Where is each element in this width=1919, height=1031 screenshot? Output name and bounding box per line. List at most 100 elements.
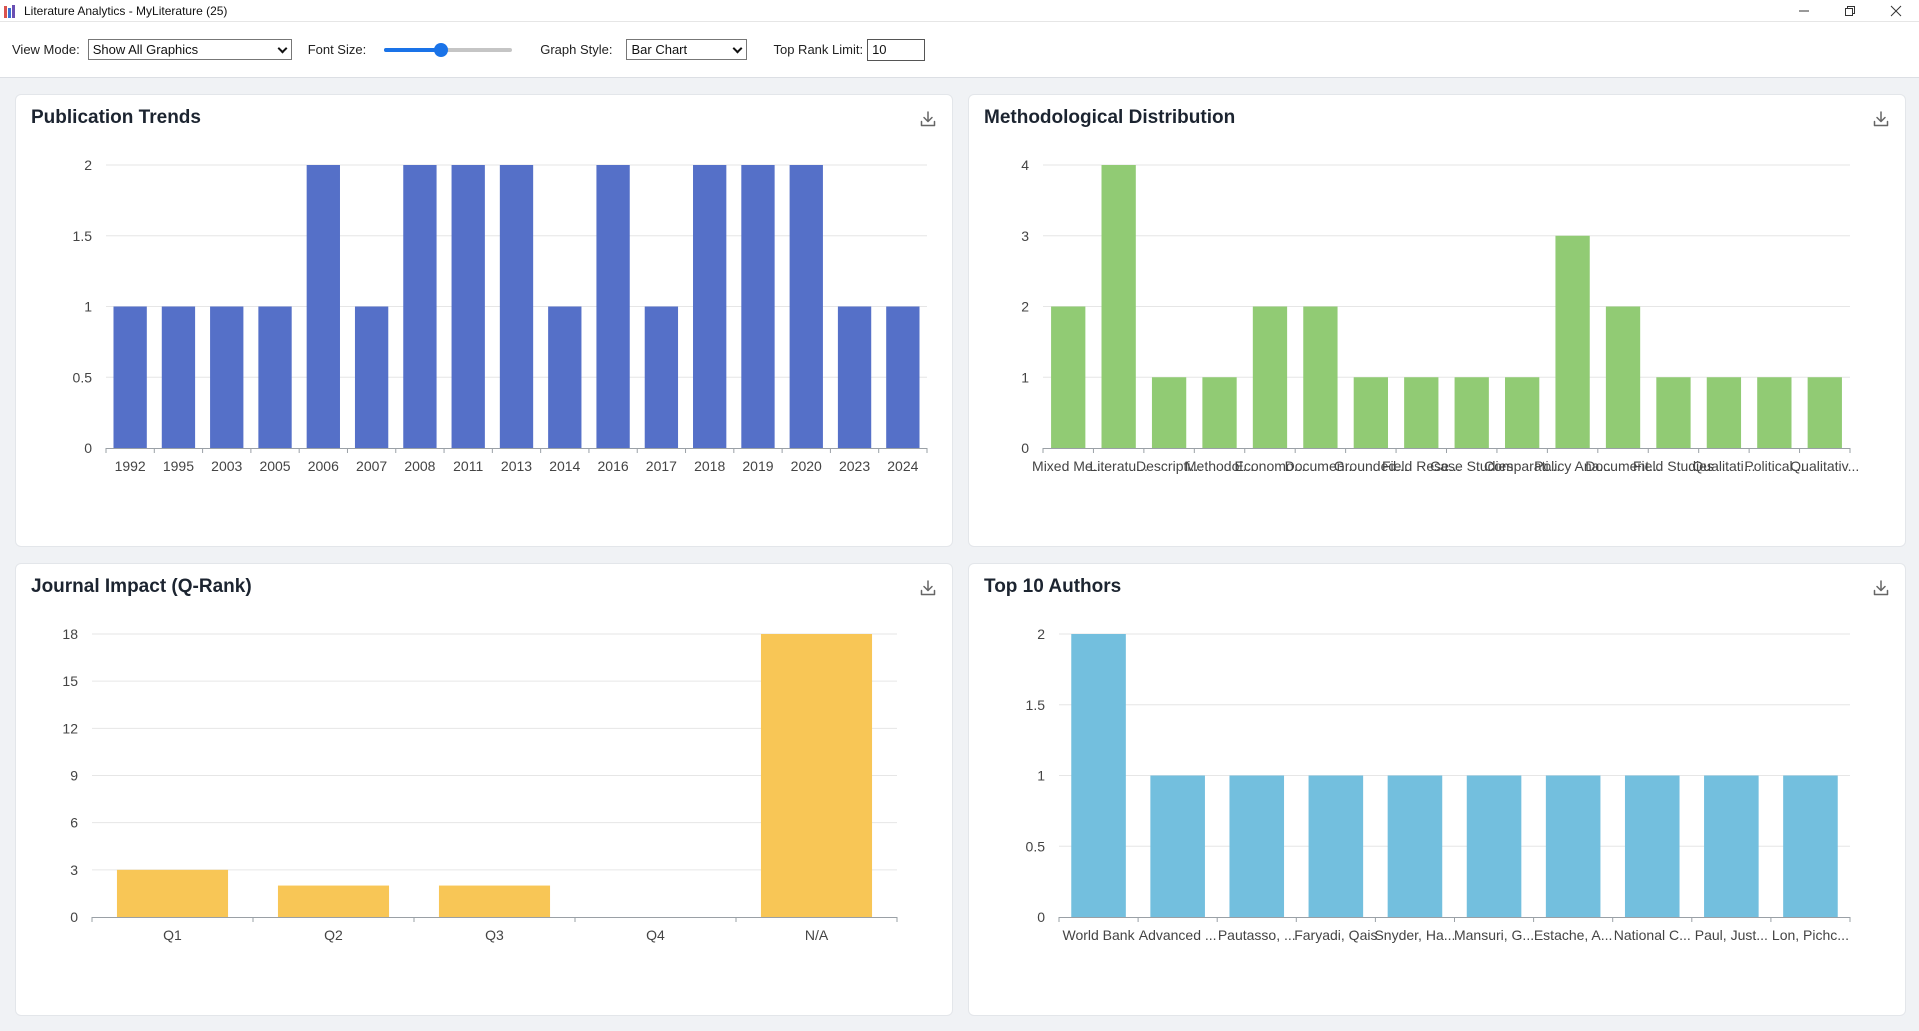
journal-impact-chart: 0 3 6 9 12 15 18 Q1 Q2 Q3 Q4 N/A xyxy=(62,626,898,943)
x-tick-label: 2019 xyxy=(742,458,773,474)
bar[interactable] xyxy=(1783,775,1838,918)
bar[interactable] xyxy=(210,306,244,449)
toolbar: View Mode: Show All Graphics Font Size: … xyxy=(0,22,1919,78)
methodological-distribution-chart: 0 1 2 3 4 Mixed Me...Literatu...Descripti...M… xyxy=(1021,157,1859,474)
x-tick-label: Qualitati... xyxy=(1692,458,1755,474)
x-tick-label: Case Studies xyxy=(1430,458,1513,474)
bar[interactable] xyxy=(499,165,534,448)
x-tick-label: Mansuri, G... xyxy=(1454,927,1534,943)
bar[interactable] xyxy=(1071,634,1126,917)
bar[interactable] xyxy=(644,306,679,449)
card-title: Publication Trends xyxy=(31,107,201,128)
bar[interactable] xyxy=(1757,377,1792,448)
bar[interactable] xyxy=(1303,306,1338,449)
x-tick-label: Advanced ... xyxy=(1139,927,1217,943)
bar[interactable] xyxy=(1545,775,1601,918)
slider-thumb[interactable] xyxy=(433,42,448,57)
bar[interactable] xyxy=(116,869,229,917)
window-controls xyxy=(1781,0,1919,22)
graph-style-select[interactable]: Bar Chart xyxy=(626,39,748,60)
bar[interactable] xyxy=(113,306,147,449)
bar[interactable] xyxy=(789,165,823,448)
top-rank-input[interactable]: 10 xyxy=(867,38,926,61)
bar[interactable] xyxy=(1404,377,1439,448)
close-button[interactable] xyxy=(1873,0,1919,22)
minimize-icon xyxy=(1799,10,1809,11)
y-tick-label: 9 xyxy=(70,768,78,784)
bar[interactable] xyxy=(1624,775,1680,918)
bar[interactable] xyxy=(1704,775,1759,918)
bar[interactable] xyxy=(403,165,437,448)
bar[interactable] xyxy=(1101,165,1136,448)
slider-fill xyxy=(384,47,441,52)
x-tick-label: 2017 xyxy=(646,458,677,474)
bar[interactable] xyxy=(258,306,292,449)
bar[interactable] xyxy=(1308,775,1364,918)
y-tick-label: 1.5 xyxy=(73,228,93,244)
bar[interactable] xyxy=(1150,775,1205,918)
bar[interactable] xyxy=(161,306,196,449)
bar[interactable] xyxy=(1051,306,1086,449)
bar[interactable] xyxy=(1454,377,1489,448)
restore-button[interactable] xyxy=(1827,0,1873,22)
x-tick-label: Field Rese... xyxy=(1382,458,1461,474)
bar[interactable] xyxy=(1252,306,1288,449)
y-tick-label: 2 xyxy=(84,157,92,173)
bar[interactable] xyxy=(1505,377,1540,448)
bar[interactable] xyxy=(760,634,873,917)
bar[interactable] xyxy=(1151,377,1187,448)
x-tick-label: Economo... xyxy=(1235,458,1306,474)
x-tick-label: Comparati... xyxy=(1484,458,1560,474)
publication-trends-card: 0 0.5 1 1.5 2 1992 1995 2003 2005 2006 2007 2008 201… xyxy=(15,94,953,547)
bar[interactable] xyxy=(741,165,775,448)
x-tick-label: 2006 xyxy=(308,458,339,474)
x-tick-label: Q4 xyxy=(646,927,665,943)
y-tick-label: 1.5 xyxy=(1026,697,1046,713)
font-size-slider[interactable] xyxy=(384,40,513,60)
bar[interactable] xyxy=(354,306,389,449)
close-icon xyxy=(1890,5,1902,16)
y-tick-label: 15 xyxy=(62,673,78,689)
x-tick-label: 2013 xyxy=(501,458,532,474)
bar[interactable] xyxy=(1353,377,1388,448)
slider-track xyxy=(384,47,513,52)
download-icon[interactable] xyxy=(918,578,938,598)
bar[interactable] xyxy=(1202,377,1237,448)
bar[interactable] xyxy=(1229,775,1285,918)
card-title: Journal Impact (Q-Rank) xyxy=(31,576,252,597)
bar[interactable] xyxy=(1387,775,1443,918)
bar[interactable] xyxy=(693,165,727,448)
bar[interactable] xyxy=(837,306,872,449)
bar[interactable] xyxy=(548,306,582,449)
x-tick-label: Snyder, Ha... xyxy=(1374,927,1455,943)
y-tick-label: 0.5 xyxy=(73,369,93,385)
bar[interactable] xyxy=(277,885,390,917)
font-size-label: Font Size: xyxy=(307,42,367,57)
download-icon[interactable] xyxy=(918,109,938,129)
bar[interactable] xyxy=(451,165,485,448)
x-tick-label: National C... xyxy=(1614,927,1691,943)
bar[interactable] xyxy=(1807,377,1842,448)
y-tick-label: 0 xyxy=(70,909,78,925)
minimize-button[interactable] xyxy=(1781,0,1827,22)
x-tick-label: Q1 xyxy=(163,927,182,943)
bar[interactable] xyxy=(1555,235,1590,448)
x-tick-label: 2020 xyxy=(791,458,822,474)
x-tick-label: 2014 xyxy=(549,458,580,474)
bar[interactable] xyxy=(1466,775,1522,918)
y-tick-label: 3 xyxy=(70,862,78,878)
download-icon[interactable] xyxy=(1871,109,1891,129)
y-tick-label: 18 xyxy=(62,626,78,642)
bar[interactable] xyxy=(596,165,630,448)
bar[interactable] xyxy=(1656,377,1691,448)
bar[interactable] xyxy=(1706,377,1742,448)
bar[interactable] xyxy=(306,165,340,448)
view-mode-select[interactable]: Show All Graphics xyxy=(87,39,292,60)
x-tick-label: 2008 xyxy=(404,458,435,474)
top-rank-label: Top Rank Limit: xyxy=(773,42,864,57)
bar[interactable] xyxy=(1605,306,1641,449)
download-icon[interactable] xyxy=(1871,578,1891,598)
y-tick-label: 6 xyxy=(70,815,78,831)
bar[interactable] xyxy=(886,306,920,449)
bar[interactable] xyxy=(438,885,551,917)
